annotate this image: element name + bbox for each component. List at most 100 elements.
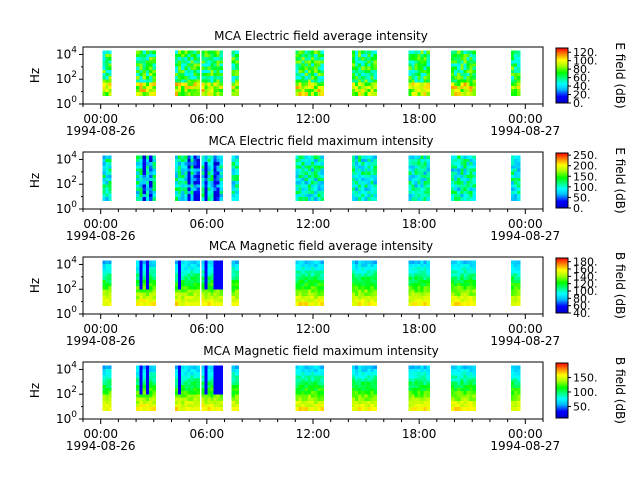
heatmap-cell (108, 193, 112, 198)
heatmap-cell (175, 63, 179, 68)
heatmap-cell (317, 289, 321, 293)
heatmap-cell (311, 174, 315, 179)
heatmap-cell (373, 92, 378, 96)
heatmap-cell (298, 60, 302, 64)
heatmap-cell (181, 397, 185, 402)
heatmap-cell (108, 267, 112, 271)
heatmap-cell (517, 85, 521, 90)
heatmap-cell (307, 394, 312, 398)
heatmap-cell (454, 267, 458, 271)
heatmap-cell (320, 267, 325, 271)
heatmap-cell (417, 50, 422, 55)
heatmap-cell (320, 174, 325, 179)
heatmap-cell (207, 295, 212, 300)
heatmap-cell (178, 60, 182, 64)
heatmap-cell (314, 197, 318, 201)
heatmap-cell (451, 365, 455, 370)
heatmap-cell (364, 279, 368, 284)
heatmap-cell (367, 193, 371, 198)
heatmap-cell (414, 158, 419, 163)
heatmap-cell (355, 193, 359, 198)
heatmap-cell (367, 276, 371, 281)
heatmap-cell (367, 63, 371, 68)
heatmap-cell (136, 155, 140, 160)
heatmap-cell (216, 286, 221, 290)
heatmap-cell (517, 193, 521, 198)
heatmap-cell (426, 88, 431, 93)
heatmap-cell (184, 50, 188, 55)
heatmap-cell (420, 197, 425, 201)
heatmap-cell (364, 60, 368, 64)
heatmap-cell (367, 73, 371, 77)
heatmap-cell (231, 391, 236, 395)
heatmap-cell (152, 174, 156, 179)
heatmap-cell (472, 171, 477, 176)
y-tick-base: 10 (56, 307, 71, 321)
heatmap-cell (231, 53, 236, 58)
heatmap-cell (454, 381, 458, 386)
heatmap-cell (423, 171, 428, 176)
heatmap-cell (364, 66, 368, 71)
heatmap-cell (193, 73, 198, 77)
heatmap-cell (193, 155, 198, 160)
heatmap-cell (355, 171, 359, 176)
heatmap-cell (463, 85, 467, 90)
heatmap-cell (423, 403, 428, 408)
heatmap-cell (311, 178, 315, 182)
heatmap-cell (466, 174, 470, 179)
heatmap-cell (517, 50, 521, 55)
heatmap-cell (307, 298, 312, 303)
y-tick-exponent: 2 (71, 70, 77, 80)
heatmap-cell (184, 79, 188, 83)
heatmap-cell (210, 375, 215, 379)
heatmap-cell (145, 53, 150, 58)
heatmap-cell (367, 92, 371, 96)
heatmap-cell (370, 88, 374, 93)
heatmap-cell (193, 66, 198, 71)
heatmap-cell (311, 276, 315, 281)
heatmap-cell (231, 384, 236, 389)
heatmap-cell (295, 394, 299, 398)
heatmap-cell (142, 178, 147, 182)
heatmap-cell (370, 66, 374, 71)
heatmap-cell (417, 187, 422, 192)
heatmap-cell (314, 295, 318, 300)
heatmap-cell (187, 388, 191, 392)
heatmap-cell (361, 82, 365, 87)
heatmap-cell (454, 368, 458, 373)
heatmap-cell (373, 178, 378, 182)
heatmap-cell (216, 63, 221, 68)
heatmap-cell (304, 57, 309, 61)
heatmap-cell (517, 260, 521, 265)
heatmap-cell (370, 372, 374, 376)
heatmap-cell (517, 298, 521, 303)
heatmap-cell (472, 298, 477, 303)
heatmap-cell (317, 69, 321, 74)
heatmap-cell (314, 397, 318, 402)
heatmap-cell (414, 298, 419, 303)
heatmap-cell (295, 60, 299, 64)
heatmap-cell (466, 181, 470, 185)
heatmap-cell (355, 384, 359, 389)
heatmap-cell (420, 368, 425, 373)
heatmap-cell (472, 286, 477, 290)
heatmap-cell (514, 365, 518, 370)
heatmap-cell (361, 292, 365, 297)
heatmap-cell (184, 267, 188, 271)
heatmap-cell (219, 168, 224, 173)
heatmap-cell (408, 53, 412, 58)
heatmap-cell (469, 397, 474, 402)
heatmap-cell (358, 267, 362, 271)
heatmap-cell (314, 190, 318, 195)
heatmap-cell (193, 365, 198, 370)
heatmap-cell (457, 92, 461, 96)
heatmap-cell (216, 168, 221, 173)
heatmap-cell (301, 384, 306, 389)
heatmap-cell (361, 276, 365, 281)
heatmap-cell (175, 400, 179, 405)
heatmap-cell (295, 171, 299, 176)
heatmap-cell (213, 63, 218, 68)
heatmap-cell (460, 270, 464, 274)
heatmap-cell (351, 92, 356, 96)
heatmap-cell (301, 57, 306, 61)
